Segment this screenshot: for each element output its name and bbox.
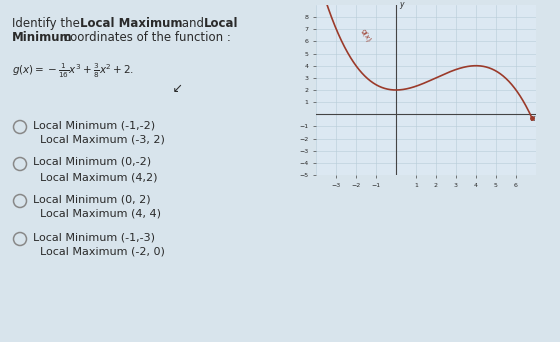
Text: Local Maximum (4,2): Local Maximum (4,2) [40,172,157,182]
Text: Local Minimum (-1,-2): Local Minimum (-1,-2) [33,120,155,130]
Text: Local: Local [204,17,239,30]
Text: g(x): g(x) [360,28,372,43]
Text: Identify the: Identify the [12,17,83,30]
Text: Local Minimum (-1,-3): Local Minimum (-1,-3) [33,232,155,242]
Text: Local Maximum: Local Maximum [80,17,183,30]
Text: Local Maximum (4, 4): Local Maximum (4, 4) [40,209,161,219]
Text: Local Minimum (0,-2): Local Minimum (0,-2) [33,157,151,167]
Text: Local Minimum (0, 2): Local Minimum (0, 2) [33,194,151,204]
Text: Local Maximum (-2, 0): Local Maximum (-2, 0) [40,247,165,257]
Text: coordinates of the function :: coordinates of the function : [60,31,231,44]
Text: and: and [178,17,208,30]
Text: $g(x)=-\frac{1}{16}x^3+\frac{3}{8}x^2+2.$: $g(x)=-\frac{1}{16}x^3+\frac{3}{8}x^2+2.… [12,62,134,80]
Text: x: x [530,114,534,123]
Text: Minimum: Minimum [12,31,73,44]
Text: Local Maximum (-3, 2): Local Maximum (-3, 2) [40,135,165,145]
Text: ↗: ↗ [170,79,180,92]
Text: y: y [399,0,403,10]
